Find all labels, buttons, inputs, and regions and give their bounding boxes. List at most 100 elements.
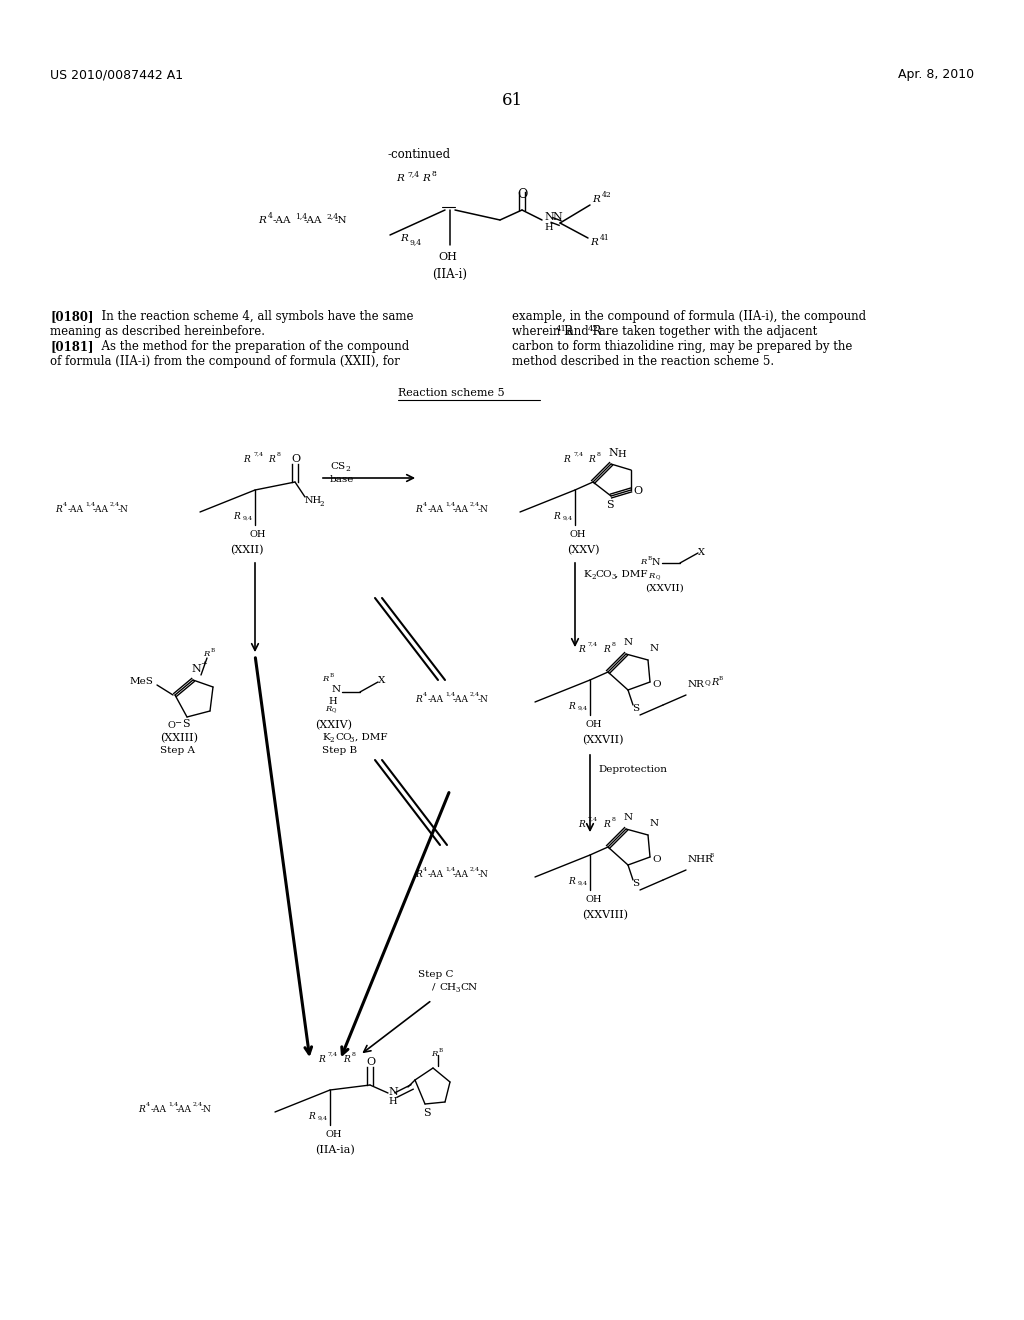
Text: R: R xyxy=(588,455,595,465)
Text: -AA: -AA xyxy=(93,506,109,513)
Text: 9,4: 9,4 xyxy=(578,706,588,711)
Text: OH: OH xyxy=(250,531,266,539)
Text: OH: OH xyxy=(585,719,601,729)
Text: 1,4: 1,4 xyxy=(85,502,95,507)
Text: 2,4: 2,4 xyxy=(470,692,480,697)
Text: -N: -N xyxy=(118,506,129,513)
Text: 2: 2 xyxy=(319,500,325,508)
Text: 2: 2 xyxy=(591,573,596,581)
Text: Q: Q xyxy=(332,708,336,711)
Text: -AA: -AA xyxy=(453,696,469,704)
Text: N: N xyxy=(332,685,341,694)
Text: N: N xyxy=(552,213,562,222)
Text: 2: 2 xyxy=(330,737,335,744)
Text: X: X xyxy=(698,548,705,557)
Text: H: H xyxy=(617,450,626,459)
Text: R: R xyxy=(415,506,422,513)
Text: B: B xyxy=(330,673,334,678)
Text: CH: CH xyxy=(439,983,456,993)
Text: O: O xyxy=(652,855,660,865)
Text: method described in the reaction scheme 5.: method described in the reaction scheme … xyxy=(512,355,774,368)
Text: R: R xyxy=(592,195,600,205)
Text: As the method for the preparation of the compound: As the method for the preparation of the… xyxy=(94,341,410,352)
Text: wherein R: wherein R xyxy=(512,325,573,338)
Text: K: K xyxy=(322,733,330,742)
Text: 3: 3 xyxy=(350,737,354,744)
Text: (IIA-i): (IIA-i) xyxy=(432,268,467,281)
Text: 8: 8 xyxy=(612,642,616,647)
Text: R: R xyxy=(415,870,422,879)
Text: (XXIV): (XXIV) xyxy=(315,719,352,730)
Text: R: R xyxy=(318,1055,325,1064)
Text: R: R xyxy=(431,1049,437,1059)
Text: R: R xyxy=(640,558,646,566)
Text: [0180]: [0180] xyxy=(50,310,93,323)
Text: 4: 4 xyxy=(63,502,68,507)
Text: OH: OH xyxy=(325,1130,341,1139)
Text: R: R xyxy=(603,645,609,653)
Text: R: R xyxy=(322,675,329,682)
Text: R: R xyxy=(400,234,408,243)
Text: B: B xyxy=(648,556,652,561)
Text: (XXIII): (XXIII) xyxy=(160,733,198,743)
Text: O: O xyxy=(167,721,175,730)
Text: , DMF: , DMF xyxy=(615,570,647,579)
Text: OH: OH xyxy=(570,531,587,539)
Text: 7,4: 7,4 xyxy=(407,170,419,178)
Text: -AA: -AA xyxy=(151,1105,167,1114)
Text: 42: 42 xyxy=(588,325,599,333)
Text: 8: 8 xyxy=(278,451,281,457)
Text: /: / xyxy=(432,983,435,993)
Text: S: S xyxy=(632,704,639,713)
Text: 2,4: 2,4 xyxy=(110,502,120,507)
Text: Step A: Step A xyxy=(160,746,195,755)
Text: 4: 4 xyxy=(423,867,427,873)
Text: 9,4: 9,4 xyxy=(243,516,253,521)
Text: R: R xyxy=(711,678,719,686)
Text: R: R xyxy=(648,572,654,579)
Text: -AA: -AA xyxy=(428,696,444,704)
Text: R: R xyxy=(553,512,560,521)
Text: (XXII): (XXII) xyxy=(230,545,263,556)
Text: 2,4: 2,4 xyxy=(470,502,480,507)
Text: 7,4: 7,4 xyxy=(588,817,598,822)
Text: 7,4: 7,4 xyxy=(328,1052,338,1057)
Text: Reaction scheme 5: Reaction scheme 5 xyxy=(398,388,505,399)
Text: 2,4: 2,4 xyxy=(470,867,480,873)
Text: 8: 8 xyxy=(597,451,601,457)
Text: MeS: MeS xyxy=(130,677,154,686)
Text: O: O xyxy=(291,454,300,465)
Text: -AA: -AA xyxy=(176,1105,193,1114)
Text: R: R xyxy=(578,645,585,653)
Text: −: − xyxy=(174,719,181,727)
Text: 8: 8 xyxy=(612,817,616,822)
Text: O: O xyxy=(633,486,642,496)
Text: 9,4: 9,4 xyxy=(410,238,422,246)
Text: Step C: Step C xyxy=(418,970,454,979)
Text: B: B xyxy=(719,676,723,681)
Text: -N: -N xyxy=(478,506,488,513)
Text: N: N xyxy=(650,818,659,828)
Text: R: R xyxy=(603,820,609,829)
Text: R: R xyxy=(233,512,240,521)
Text: R: R xyxy=(568,702,574,711)
Text: -AA: -AA xyxy=(428,870,444,879)
Text: N: N xyxy=(608,447,617,458)
Text: 4: 4 xyxy=(423,692,427,697)
Text: -N: -N xyxy=(201,1105,212,1114)
Text: -N: -N xyxy=(478,870,488,879)
Text: (XXVIII): (XXVIII) xyxy=(582,909,628,920)
Text: N: N xyxy=(624,638,633,647)
Text: -N: -N xyxy=(335,216,347,224)
Text: 3: 3 xyxy=(611,573,615,581)
Text: example, in the compound of formula (IIA-i), the compound: example, in the compound of formula (IIA… xyxy=(512,310,866,323)
Text: -AA: -AA xyxy=(273,216,292,224)
Text: 9,4: 9,4 xyxy=(578,880,588,886)
Text: N: N xyxy=(624,813,633,822)
Text: R: R xyxy=(563,455,569,465)
Text: -AA: -AA xyxy=(68,506,84,513)
Text: R: R xyxy=(343,1055,350,1064)
Text: H: H xyxy=(388,1097,396,1106)
Text: 1,4: 1,4 xyxy=(445,502,455,507)
Text: X: X xyxy=(378,676,385,685)
